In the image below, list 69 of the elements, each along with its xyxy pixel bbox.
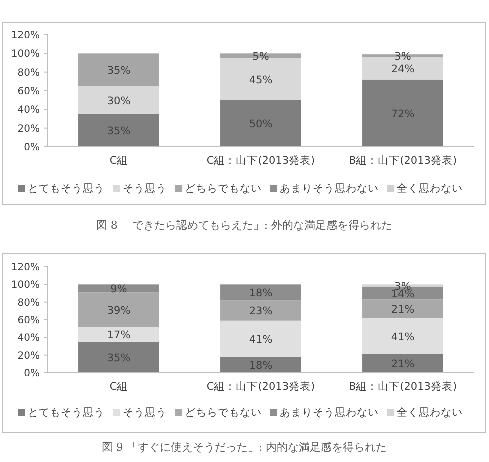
data-label: 21%: [391, 358, 415, 371]
caption: 図 9 「すぐに使えそうだった」: 内的な満足感を得られた: [102, 441, 388, 454]
legend-label: 全く思わない: [397, 407, 463, 419]
bar: [220, 300, 302, 321]
bar: [78, 54, 160, 86]
y-tick-label: 0%: [24, 368, 40, 380]
bar: [220, 100, 302, 147]
bar: [78, 327, 160, 342]
y-tick-label: 20%: [18, 124, 40, 135]
y-tick-label: 40%: [18, 333, 40, 344]
y-tick-label: 120%: [11, 262, 40, 274]
bar: [362, 318, 444, 354]
legend-label: どちらでもない: [185, 407, 262, 419]
y-tick-label: 100%: [11, 49, 40, 60]
legend-label: そう思う: [123, 183, 167, 195]
bar: [220, 284, 302, 301]
bar: [220, 320, 302, 358]
legend-label: とてもそう思う: [28, 183, 105, 195]
data-label: 5%: [252, 51, 270, 63]
data-label: 35%: [107, 352, 131, 365]
data-label: 9%: [110, 284, 128, 296]
data-label: 18%: [249, 360, 273, 372]
bar: [78, 342, 160, 373]
y-tick-label: 100%: [11, 280, 40, 292]
y-tick-label: 80%: [18, 298, 40, 309]
data-label: 18%: [249, 288, 273, 300]
data-label: 30%: [107, 95, 131, 108]
bar: [220, 357, 302, 373]
data-label: 21%: [391, 304, 415, 316]
y-tick-label: 80%: [18, 68, 40, 79]
bar: [78, 284, 160, 293]
bar: [362, 354, 444, 373]
y-tick-label: 120%: [11, 30, 40, 42]
data-label: 41%: [391, 331, 415, 344]
x-tick-label: C組：山下(2013発表): [206, 380, 316, 393]
y-tick-label: 40%: [18, 105, 40, 116]
data-label: 3%: [394, 51, 412, 63]
y-tick-label: 0%: [24, 142, 40, 154]
x-tick-label: B組：山下(2013発表): [348, 380, 458, 393]
data-label: 24%: [391, 64, 415, 76]
x-tick-label: B組：山下(2013発表): [348, 154, 458, 167]
caption: 図 8 「できたら認めてもらえた」: 外的な満足感を得られた: [96, 219, 393, 232]
data-label: 35%: [107, 65, 131, 77]
y-tick-label: 60%: [18, 86, 40, 98]
legend-label: あまりそう思わない: [280, 407, 379, 419]
data-label: 45%: [249, 74, 273, 86]
data-label: 50%: [249, 118, 273, 131]
bar: [78, 86, 160, 114]
data-label: 41%: [249, 334, 273, 346]
bar: [220, 54, 302, 58]
y-tick-label: 20%: [18, 350, 40, 362]
bar: [78, 114, 160, 147]
bar: [362, 300, 444, 318]
x-tick-label: C組：山下(2013発表): [206, 154, 316, 167]
legend-label: 全く思わない: [397, 183, 463, 195]
data-label: 72%: [391, 108, 415, 120]
legend-label: どちらでもない: [185, 183, 262, 195]
x-tick-label: C組: [110, 381, 128, 393]
bar: [362, 80, 444, 147]
data-label: 23%: [249, 306, 273, 318]
x-tick-label: C組: [110, 155, 128, 167]
legend-label: そう思う: [123, 407, 167, 419]
data-label: 39%: [107, 304, 131, 317]
y-tick-label: 60%: [18, 316, 40, 326]
legend-label: あまりそう思わない: [280, 183, 379, 195]
data-label: 35%: [107, 126, 131, 138]
legend-label: とてもそう思う: [28, 407, 105, 419]
data-label: 17%: [107, 330, 131, 342]
bar: [78, 292, 160, 328]
